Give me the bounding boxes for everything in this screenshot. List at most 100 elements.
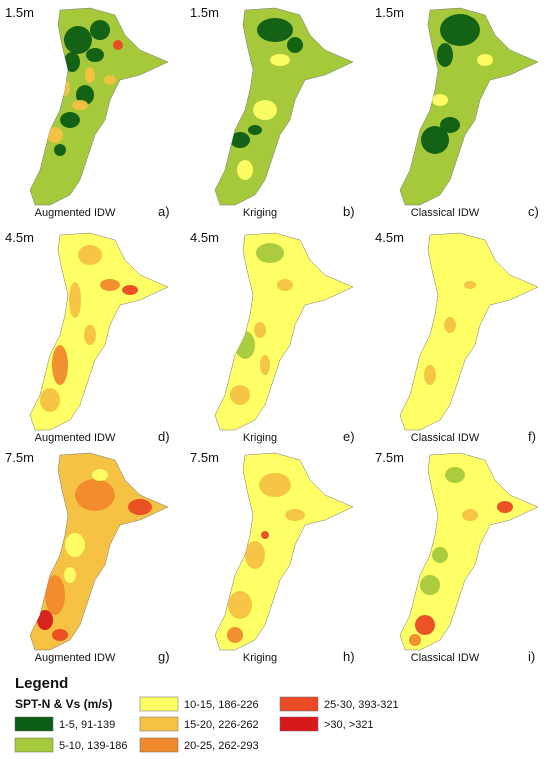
zones bbox=[424, 281, 476, 385]
zone bbox=[277, 279, 293, 291]
zone bbox=[415, 615, 435, 635]
depth-label: 1.5m bbox=[190, 5, 219, 20]
zone bbox=[122, 285, 138, 295]
zone bbox=[47, 127, 63, 143]
zone bbox=[72, 100, 88, 110]
legend-label: >30, >321 bbox=[324, 719, 374, 731]
zone bbox=[52, 345, 68, 385]
region bbox=[399, 232, 539, 431]
zone bbox=[40, 388, 60, 412]
zone bbox=[64, 52, 80, 72]
zone bbox=[100, 279, 120, 291]
panel-letter: d) bbox=[158, 429, 170, 444]
zone bbox=[230, 132, 250, 148]
zone bbox=[254, 322, 266, 338]
zone bbox=[497, 501, 513, 513]
legend-subtitle: SPT-N & Vs (m/s) bbox=[15, 697, 112, 711]
panel-letter: e) bbox=[343, 429, 355, 444]
panel-letter: i) bbox=[528, 649, 535, 664]
zone bbox=[440, 14, 480, 46]
zones bbox=[227, 473, 305, 643]
zone bbox=[128, 499, 152, 515]
zone bbox=[52, 629, 68, 641]
zone bbox=[437, 43, 453, 67]
zone bbox=[260, 355, 270, 375]
method-label: Classical IDW bbox=[411, 652, 480, 664]
zone bbox=[285, 509, 305, 521]
zone bbox=[86, 48, 104, 62]
method-label: Augmented IDW bbox=[35, 432, 116, 444]
zone bbox=[64, 567, 76, 583]
zone bbox=[85, 67, 95, 83]
zone bbox=[235, 331, 255, 359]
zone bbox=[45, 575, 65, 615]
zone bbox=[421, 126, 449, 154]
legend-swatch bbox=[279, 716, 319, 732]
legend-label: 10-15, 186-226 bbox=[184, 699, 259, 711]
zones bbox=[37, 469, 152, 641]
depth-label: 4.5m bbox=[5, 230, 34, 245]
zone bbox=[477, 54, 493, 66]
map-panel: 1.5m Kriging b) bbox=[190, 5, 355, 219]
legend-swatch bbox=[139, 716, 179, 732]
legend-title: Legend bbox=[15, 675, 68, 692]
legend-swatch bbox=[14, 737, 54, 753]
zone bbox=[420, 575, 440, 595]
zone bbox=[230, 385, 250, 405]
zone bbox=[287, 37, 303, 53]
map-panel: 4.5m Kriging e) bbox=[190, 230, 355, 444]
region bbox=[29, 7, 169, 206]
panel-letter: c) bbox=[528, 204, 539, 219]
zone bbox=[113, 40, 123, 50]
zone bbox=[248, 125, 262, 135]
map-panel: 7.5m Augmented IDW g) bbox=[5, 450, 170, 664]
depth-label: 7.5m bbox=[190, 450, 219, 465]
zone bbox=[78, 245, 102, 265]
map-panel: 1.5m Classical IDW c) bbox=[375, 5, 539, 219]
zones bbox=[421, 14, 493, 154]
zone bbox=[64, 26, 92, 54]
zone bbox=[60, 112, 80, 128]
zones bbox=[47, 20, 123, 156]
method-label: Kriging bbox=[243, 432, 277, 444]
zone bbox=[440, 117, 460, 133]
zone bbox=[245, 541, 265, 569]
panel-letter: h) bbox=[343, 649, 355, 664]
depth-label: 1.5m bbox=[5, 5, 34, 20]
zone bbox=[60, 80, 70, 96]
zone bbox=[75, 479, 115, 511]
zone bbox=[445, 467, 465, 483]
map-panel: 4.5m Classical IDW f) bbox=[375, 230, 539, 444]
method-label: Classical IDW bbox=[411, 432, 480, 444]
zone bbox=[432, 94, 448, 106]
zone bbox=[432, 547, 448, 563]
zone bbox=[69, 282, 81, 318]
zone bbox=[92, 469, 108, 481]
method-label: Kriging bbox=[243, 652, 277, 664]
method-label: Kriging bbox=[243, 207, 277, 219]
legend-label: 5-10, 139-186 bbox=[59, 740, 128, 752]
method-label: Augmented IDW bbox=[35, 652, 116, 664]
zone bbox=[261, 531, 269, 539]
zone bbox=[90, 20, 110, 40]
zones bbox=[230, 18, 303, 180]
region bbox=[399, 7, 539, 206]
region bbox=[214, 7, 354, 206]
depth-label: 7.5m bbox=[375, 450, 404, 465]
zone bbox=[409, 634, 421, 646]
zone bbox=[227, 627, 243, 643]
legend-label: 15-20, 226-262 bbox=[184, 719, 259, 731]
zone bbox=[424, 365, 436, 385]
depth-label: 4.5m bbox=[190, 230, 219, 245]
zone bbox=[259, 473, 291, 497]
zone bbox=[104, 75, 116, 85]
depth-label: 1.5m bbox=[375, 5, 404, 20]
zone bbox=[256, 243, 284, 263]
zone bbox=[270, 54, 290, 66]
panel-letter: f) bbox=[528, 429, 536, 444]
legend-swatch bbox=[14, 716, 54, 732]
zone bbox=[84, 325, 96, 345]
panel-letter: g) bbox=[158, 649, 170, 664]
zones bbox=[40, 245, 138, 412]
